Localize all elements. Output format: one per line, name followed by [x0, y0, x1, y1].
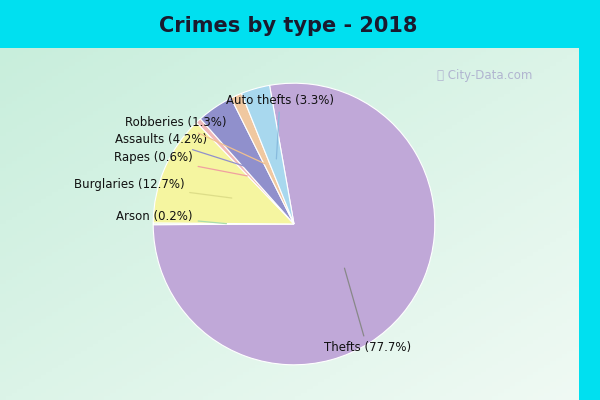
Text: Thefts (77.7%): Thefts (77.7%) — [323, 268, 411, 354]
Text: Robberies (1.3%): Robberies (1.3%) — [125, 116, 265, 164]
Text: Crimes by type - 2018: Crimes by type - 2018 — [159, 16, 417, 36]
Wedge shape — [242, 85, 294, 224]
Wedge shape — [196, 119, 294, 224]
Wedge shape — [153, 122, 294, 224]
Wedge shape — [153, 223, 294, 225]
Text: Burglaries (12.7%): Burglaries (12.7%) — [74, 178, 232, 198]
Text: Assaults (4.2%): Assaults (4.2%) — [115, 133, 255, 170]
Wedge shape — [153, 83, 435, 365]
Text: Auto thefts (3.3%): Auto thefts (3.3%) — [226, 94, 334, 159]
Wedge shape — [231, 93, 294, 224]
Text: Rapes (0.6%): Rapes (0.6%) — [114, 151, 247, 176]
Wedge shape — [200, 98, 294, 224]
Text: ⓘ City-Data.com: ⓘ City-Data.com — [437, 69, 533, 82]
Text: Arson (0.2%): Arson (0.2%) — [116, 210, 226, 224]
